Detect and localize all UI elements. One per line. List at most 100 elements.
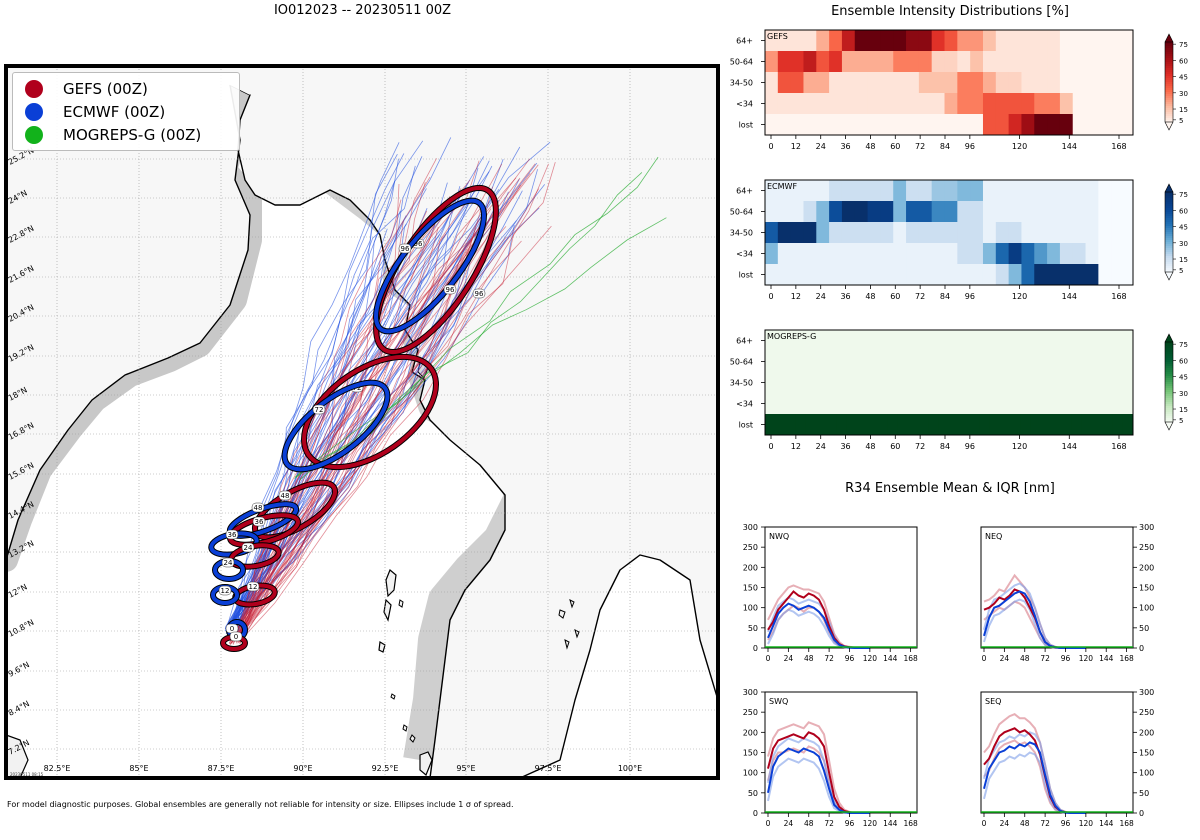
- gefs-track: [229, 188, 462, 645]
- heatmap-cell: [928, 351, 940, 373]
- heatmap-cell: [1051, 414, 1062, 436]
- colorbar-step: [1165, 366, 1173, 369]
- heatmap-cell: [893, 243, 907, 265]
- colorbar-step: [1165, 210, 1173, 213]
- heatmap-cell: [1047, 114, 1061, 136]
- heatmap-cell: [765, 51, 779, 73]
- heatmap-cell: [979, 393, 991, 415]
- colorbar-step: [1165, 408, 1173, 411]
- heatmap-cell: [970, 201, 984, 223]
- heatmap-cell: [1020, 330, 1032, 352]
- x-tick-label: 24: [784, 819, 794, 828]
- hour-label: 72: [315, 406, 324, 414]
- hour-tag: [312, 404, 326, 415]
- heatmap-cell: [1059, 30, 1074, 52]
- heatmap-cell: [854, 264, 869, 286]
- heatmap-cell: [1102, 393, 1114, 415]
- heatmap-cell: [803, 93, 817, 115]
- heatmap-cell: [995, 72, 1010, 94]
- heatmap-cell: [877, 351, 889, 373]
- colorbar-step: [1165, 82, 1173, 85]
- heatmap-cell: [765, 393, 776, 415]
- heatmap-cell: [982, 72, 997, 94]
- colorbar-step: [1165, 110, 1173, 113]
- colorbar-label: 30: [1179, 90, 1188, 98]
- x-tick-label: 0: [982, 819, 987, 828]
- colorbar-step: [1165, 66, 1173, 69]
- gefs-track: [235, 181, 426, 639]
- hour-tag: [251, 502, 265, 513]
- heatmap-cell: [790, 222, 804, 244]
- heatmap-cell: [949, 330, 960, 352]
- colorbar-label: 30: [1179, 390, 1188, 398]
- heatmap-cell: [1098, 30, 1112, 52]
- x-tick-label: 72: [915, 142, 925, 151]
- colorbar-step: [1165, 198, 1173, 201]
- heatmap-cell: [803, 201, 817, 223]
- heatmap-cell: [1092, 393, 1103, 415]
- heatmap-cell: [908, 372, 919, 394]
- heatmap-cell: [829, 180, 843, 202]
- heatmap-cell: [893, 30, 907, 52]
- heatmap-cell: [918, 30, 933, 52]
- heatmap-cell: [803, 30, 817, 52]
- heatmap-cell: [918, 330, 930, 352]
- colorbar-step: [1165, 218, 1173, 221]
- x-tick-label: 24: [1000, 654, 1010, 663]
- heatmap-cell: [1021, 264, 1035, 286]
- y-tick-label: 200: [743, 563, 758, 572]
- heatmap-cell: [1034, 180, 1048, 202]
- colorbar-step: [1165, 80, 1173, 83]
- x-tick-label: 168: [1111, 292, 1126, 301]
- colorbar-label: 45: [1179, 224, 1188, 232]
- heatmap-cell: [880, 30, 894, 52]
- colorbar-step: [1165, 264, 1173, 267]
- panel-name: GEFS: [767, 32, 788, 41]
- heatmap-cell: [826, 372, 838, 394]
- x-tick-label: 48: [1020, 654, 1030, 663]
- heatmap-cell: [1008, 180, 1022, 202]
- r34-title: R34 Ensemble Mean & IQR [nm]: [845, 481, 1055, 496]
- colorbar-label: 75: [1179, 341, 1188, 349]
- colorbar-step: [1165, 404, 1173, 407]
- heatmap-cell: [816, 222, 830, 244]
- y-tick-label: 300: [1139, 523, 1154, 532]
- colorbar-step: [1165, 252, 1173, 255]
- gefs-track: [239, 161, 556, 642]
- heatmap-cell: [957, 180, 971, 202]
- heatmap-cell: [1034, 30, 1048, 52]
- heatmap-cell: [918, 72, 933, 94]
- colorbar-frame: [1164, 341, 1174, 423]
- colorbar-step: [1165, 204, 1173, 207]
- colorbar-step: [1165, 368, 1173, 371]
- heatmap-cell: [841, 72, 856, 94]
- heatmap-cell: [931, 222, 946, 244]
- heatmap-cell: [893, 93, 907, 115]
- heatmap-cell: [1122, 351, 1133, 373]
- heatmap-cell: [1112, 414, 1124, 436]
- heatmap-cell: [970, 114, 984, 136]
- heatmap-cell: [1020, 414, 1032, 436]
- heatmap-cell: [931, 30, 946, 52]
- heatmap-cell: [970, 51, 984, 73]
- colorbar-step: [1165, 112, 1173, 115]
- hour-tag: [218, 585, 232, 596]
- heatmap-cell: [803, 180, 817, 202]
- heatmap-cell: [829, 51, 843, 73]
- heatmap-cell: [846, 414, 858, 436]
- row-label: 64+: [736, 337, 753, 346]
- heatmap-cell: [790, 72, 804, 94]
- heatmap-cell: [857, 351, 868, 373]
- colorbar-step: [1165, 200, 1173, 203]
- y-tick-label: 250: [743, 543, 758, 552]
- heatmap-cell: [1030, 414, 1042, 436]
- heatmap-cell: [1034, 264, 1048, 286]
- heatmap-cell: [918, 51, 933, 73]
- hour-label: 12: [221, 587, 230, 595]
- x-tick-label: 36: [840, 292, 850, 301]
- heatmap-cell: [1034, 93, 1048, 115]
- heatmap-cell: [867, 351, 878, 373]
- heatmap-cell: [1021, 201, 1035, 223]
- heatmap-cell: [1122, 393, 1133, 415]
